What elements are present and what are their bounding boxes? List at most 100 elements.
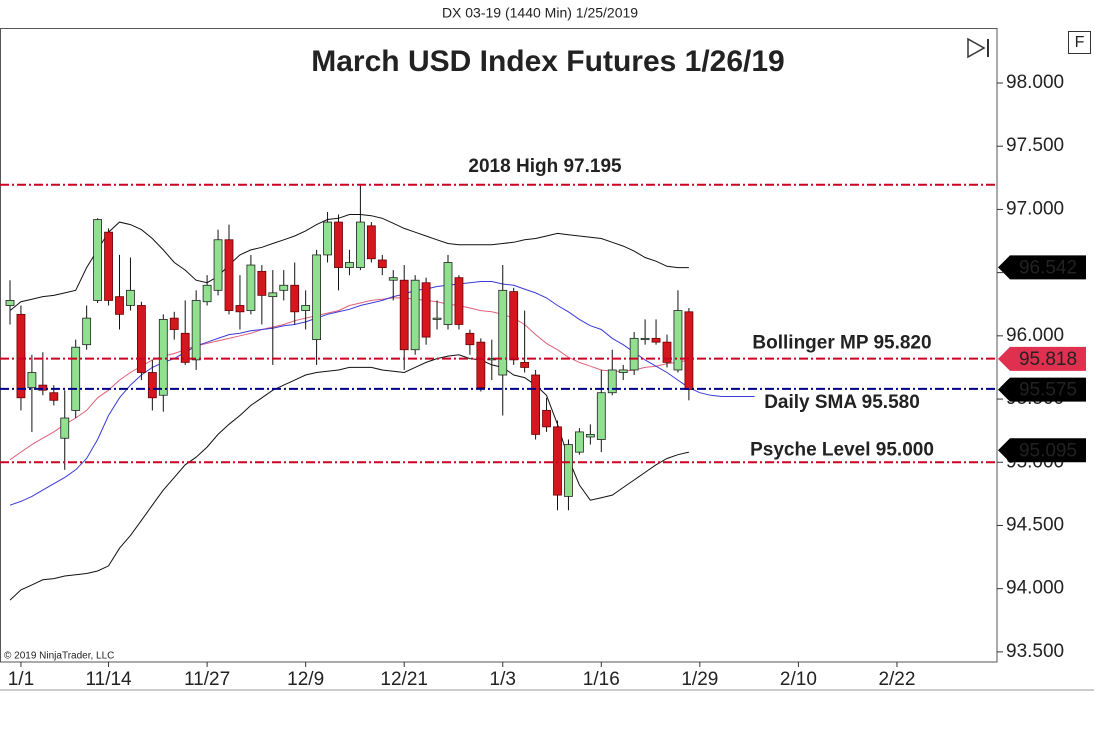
x-tick-label: 1/3	[490, 669, 516, 690]
candle-body	[191, 300, 201, 361]
x-tick-label: 1/1	[8, 669, 34, 690]
candle-body	[531, 374, 540, 435]
candle-body	[257, 270, 267, 296]
candle-body	[126, 289, 135, 306]
candle-body	[5, 300, 15, 306]
candle-body	[268, 292, 278, 298]
candle-body	[596, 392, 606, 440]
candle-body	[38, 384, 48, 391]
candle-body	[498, 289, 508, 376]
price-marker-label: 95.575	[1019, 380, 1077, 401]
candle-body	[323, 221, 332, 256]
candle-body	[147, 372, 157, 399]
candle-body	[158, 318, 168, 396]
x-tick-label: 1/29	[681, 669, 718, 690]
f-button[interactable]: F	[1075, 34, 1085, 51]
candle-body	[465, 332, 475, 346]
price-marker-label: 95.095	[1019, 440, 1077, 461]
y-tick-label: 93.500	[1006, 641, 1064, 662]
candle-body	[60, 417, 70, 439]
candle-body	[607, 369, 617, 394]
copyright: © 2019 NinjaTrader, LLC	[4, 651, 114, 662]
candle-body	[312, 254, 322, 341]
level-label: Daily SMA 95.580	[764, 392, 920, 413]
chart-header: DX 03-19 (1440 Min) 1/25/2019	[442, 5, 638, 21]
y-tick-label: 94.000	[1006, 578, 1064, 599]
candle-body	[16, 313, 26, 399]
candle-body	[366, 225, 376, 260]
candle-body	[410, 279, 420, 351]
x-tick-label: 12/9	[287, 669, 324, 690]
price-marker	[998, 438, 1086, 463]
y-tick-label: 98.000	[1006, 72, 1064, 93]
candle-body	[509, 291, 519, 361]
level-label: Bollinger MP 95.820	[752, 333, 931, 354]
x-tick-label: 11/14	[85, 669, 132, 690]
x-tick-label: 11/27	[184, 669, 230, 690]
candle-body	[564, 444, 573, 497]
candle-body	[629, 337, 639, 371]
candle-body	[553, 426, 562, 496]
candle-body	[279, 284, 289, 291]
x-tick-label: 12/21	[380, 669, 428, 690]
candle-body	[377, 259, 387, 268]
candle-body	[180, 332, 190, 363]
x-tick-label: 2/22	[878, 669, 915, 690]
y-tick-label: 94.500	[1006, 514, 1064, 535]
indicator-line	[9, 214, 689, 311]
candle-body	[673, 310, 683, 371]
candle-body	[71, 346, 81, 411]
play-icon[interactable]	[967, 37, 989, 59]
candle-body	[202, 284, 212, 303]
candle-body	[651, 337, 661, 343]
candle-body	[421, 282, 431, 338]
candle-body	[575, 431, 584, 453]
candle-body	[213, 239, 223, 291]
y-tick-label: 97.000	[1006, 198, 1064, 219]
candle-body	[640, 337, 650, 341]
candle-body	[662, 341, 672, 363]
candle-body	[27, 372, 37, 389]
candle-body	[290, 284, 300, 313]
x-tick-label: 1/16	[583, 669, 620, 690]
price-marker-label: 96.542	[1019, 257, 1077, 278]
button-frame[interactable]	[1068, 31, 1091, 54]
candle-body	[115, 296, 124, 315]
candle-body	[93, 219, 102, 301]
candle-body	[224, 239, 234, 311]
indicator-line	[9, 297, 690, 461]
candle-body	[684, 311, 694, 390]
plot-area	[5, 184, 755, 601]
candle-body	[169, 317, 179, 330]
chart-title: March USD Index Futures 1/26/19	[311, 45, 785, 78]
candle-body	[520, 361, 530, 368]
candle-body	[104, 231, 113, 301]
y-tick-label: 96.000	[1006, 325, 1064, 346]
candle-body	[301, 305, 311, 311]
candle-body	[334, 221, 343, 268]
candle-body	[345, 262, 354, 268]
y-tick-label: 97.500	[1006, 135, 1064, 156]
candle-body	[49, 392, 59, 401]
candle-body	[542, 410, 551, 428]
plot-frame	[0, 28, 998, 663]
candle-body	[388, 277, 398, 281]
candle-body	[136, 305, 146, 373]
x-tick-label: 2/10	[780, 669, 817, 690]
candle-body	[443, 262, 453, 325]
price-marker-label: 95.818	[1019, 349, 1077, 370]
candle-body	[399, 279, 409, 351]
candle-body	[618, 369, 628, 373]
candle-body	[235, 305, 245, 313]
candle-body	[432, 317, 442, 320]
price-marker	[998, 255, 1086, 280]
level-label: 2018 High 97.195	[468, 156, 622, 177]
level-label: Psyche Level 95.000	[750, 439, 934, 460]
candle-body	[476, 341, 486, 389]
candle-body	[585, 434, 595, 438]
candle-body	[454, 277, 464, 325]
price-marker	[998, 377, 1086, 402]
price-marker	[998, 346, 1086, 371]
